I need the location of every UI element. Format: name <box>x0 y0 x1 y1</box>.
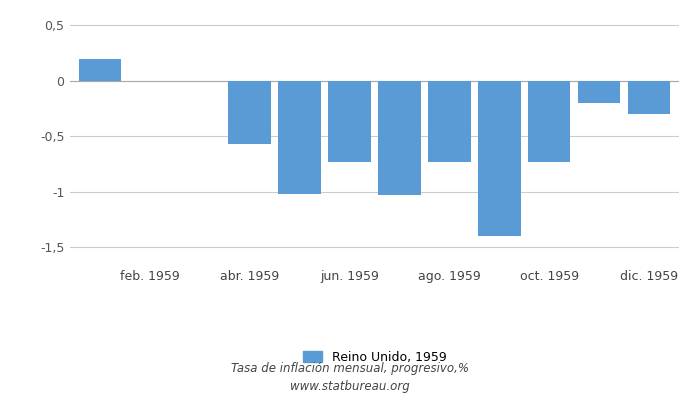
Bar <box>528 81 570 162</box>
Bar <box>279 81 321 194</box>
Bar <box>578 81 620 103</box>
Bar <box>428 81 470 162</box>
Bar <box>328 81 371 162</box>
Text: Tasa de inflación mensual, progresivo,%: Tasa de inflación mensual, progresivo,% <box>231 362 469 375</box>
Bar <box>228 81 271 144</box>
Bar <box>478 81 521 236</box>
Bar <box>78 59 121 81</box>
Bar <box>628 81 671 114</box>
Text: www.statbureau.org: www.statbureau.org <box>290 380 410 393</box>
Legend: Reino Unido, 1959: Reino Unido, 1959 <box>302 350 447 364</box>
Bar <box>378 81 421 195</box>
